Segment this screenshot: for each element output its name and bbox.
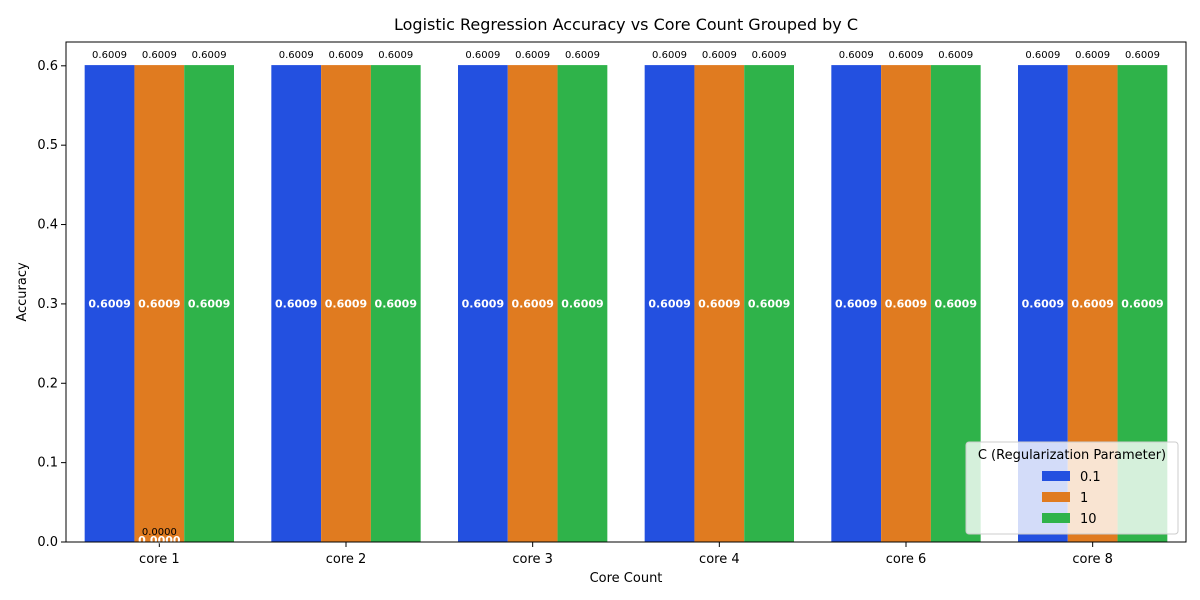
x-tick-label: core 2: [326, 552, 367, 567]
bar-mid-label: 0.6009: [325, 298, 367, 311]
bar-mid-label: 0.6009: [1121, 298, 1163, 311]
bar-mid-label: 0.6009: [462, 298, 504, 311]
bar-top-label: 0.6009: [938, 50, 973, 61]
bar-top-label: 0.6009: [92, 50, 127, 61]
bar-core-4-c0.1: [644, 65, 695, 542]
legend: C (Regularization Parameter) 0.1 1 10: [965, 441, 1179, 535]
bar-core-4-c1: [694, 65, 745, 542]
bar-top-label-zero: 0.0000: [142, 527, 177, 538]
x-tick-label: core 8: [1072, 552, 1113, 567]
bar-top-label: 0.6009: [565, 50, 600, 61]
bar-mid-label-zero: 0.0000: [138, 534, 181, 547]
bar-core-3-c1: [507, 65, 558, 542]
bar-top-label: 0.6009: [142, 50, 177, 61]
bar-core-2-c10: [370, 65, 421, 542]
x-axis-label: Core Count: [590, 571, 663, 586]
x-tick-label: core 3: [512, 552, 553, 567]
y-tick-label: 0.4: [37, 218, 58, 233]
bar-top-label: 0.6009: [1075, 50, 1110, 61]
x-tick-label: core 6: [886, 552, 927, 567]
y-tick-label: 0.2: [37, 376, 58, 391]
y-tick-label: 0.5: [37, 138, 58, 153]
bar-mid-label: 0.6009: [648, 298, 690, 311]
x-tick-label: core 4: [699, 552, 740, 567]
chart-title: Logistic Regression Accuracy vs Core Cou…: [394, 15, 858, 34]
bar-mid-label: 0.6009: [375, 298, 417, 311]
bar-mid-label: 0.6009: [275, 298, 317, 311]
bar-mid-label: 0.6009: [885, 298, 927, 311]
bar-mid-label: 0.6009: [138, 298, 180, 311]
x-tick-label: core 1: [139, 552, 180, 567]
bar-mid-label: 0.6009: [1022, 298, 1064, 311]
bar-core-2-c1: [321, 65, 371, 542]
bar-mid-label: 0.6009: [511, 298, 553, 311]
bar-core-1-c0.1: [84, 65, 135, 542]
bar-core-2-c0.1: [271, 65, 322, 542]
bar-core-3-c10: [557, 65, 608, 542]
bar-mid-label: 0.6009: [188, 298, 230, 311]
bar-core-6-c0.1: [831, 65, 882, 542]
bar-top-label: 0.6009: [839, 50, 874, 61]
bar-core-1-c10: [184, 65, 234, 542]
bar-mid-label: 0.6009: [748, 298, 790, 311]
y-tick-label: 0.3: [37, 297, 58, 312]
bar-top-label: 0.6009: [1125, 50, 1160, 61]
bar-top-label: 0.6009: [702, 50, 737, 61]
y-tick-label: 0.0: [37, 535, 58, 550]
bar-core-4-c10: [744, 65, 794, 542]
bar-top-label: 0.6009: [515, 50, 550, 61]
bar-top-label: 0.6009: [889, 50, 924, 61]
bar-mid-label: 0.6009: [561, 298, 603, 311]
bar-top-label: 0.6009: [752, 50, 787, 61]
legend-label: 0.1: [1080, 470, 1101, 485]
bar-top-label: 0.6009: [192, 50, 227, 61]
legend-box: [965, 441, 1179, 535]
bar-core-1-c1: [134, 65, 185, 542]
y-tick-label: 0.1: [37, 456, 58, 471]
legend-swatch-c0.1: [1042, 471, 1070, 481]
bar-top-label: 0.6009: [1025, 50, 1060, 61]
bar-core-3-c0.1: [458, 65, 508, 542]
legend-label: 1: [1080, 491, 1088, 506]
y-tick-label: 0.6: [37, 59, 58, 74]
legend-title: C (Regularization Parameter): [978, 448, 1166, 463]
bar-top-label: 0.6009: [465, 50, 500, 61]
bar-top-label: 0.6009: [378, 50, 413, 61]
bar-core-6-c1: [881, 65, 931, 542]
bar-top-label: 0.6009: [329, 50, 364, 61]
legend-swatch-c10: [1042, 513, 1070, 523]
bar-mid-label: 0.6009: [935, 298, 977, 311]
plot-frame: [65, 41, 1187, 543]
bar-mid-label: 0.6009: [88, 298, 130, 311]
bar-top-label: 0.6009: [279, 50, 314, 61]
bar-mid-label: 0.6009: [835, 298, 877, 311]
y-axis-label: Accuracy: [15, 262, 30, 322]
bar-mid-label: 0.6009: [698, 298, 740, 311]
bar-top-label: 0.6009: [652, 50, 687, 61]
legend-label: 10: [1080, 512, 1097, 527]
legend-swatch-c1: [1042, 492, 1070, 502]
bar-mid-label: 0.6009: [1071, 298, 1113, 311]
